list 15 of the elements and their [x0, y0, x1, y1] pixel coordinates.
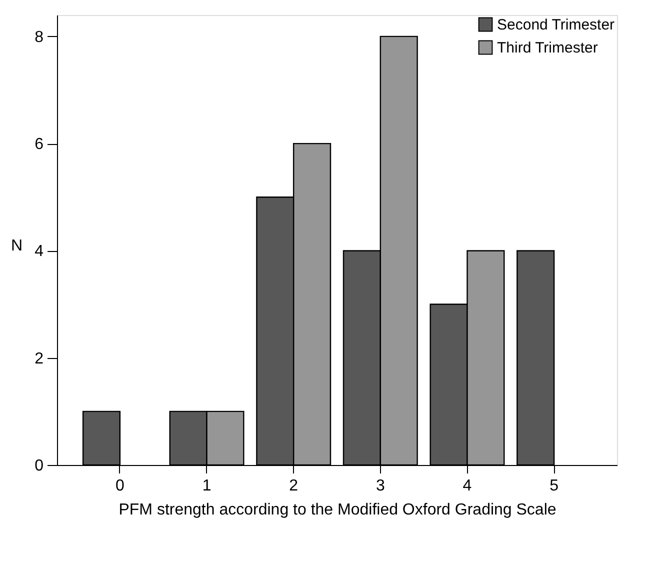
x-tick-label: 5	[550, 478, 559, 494]
y-tick-label: 4	[34, 243, 44, 260]
y-tick-label: 2	[34, 350, 44, 368]
legend-label: Second Trimester	[497, 16, 615, 34]
y-tick-label: 6	[34, 136, 44, 154]
x-axis-title: PFM strength according to the Modified Oxford Grading Scale	[118, 502, 556, 518]
x-tick-label: 0	[115, 478, 124, 494]
y-axis-title: N	[10, 238, 22, 254]
x-tick-label: 1	[202, 478, 212, 494]
y-tick-label: 0	[34, 458, 44, 474]
x-tick-label: 3	[376, 478, 385, 494]
x-tick-label: 4	[462, 478, 472, 494]
x-tick-label: 2	[289, 478, 298, 494]
y-tick-label: 8	[34, 28, 44, 46]
legend-label: Third Trimester	[497, 40, 598, 56]
